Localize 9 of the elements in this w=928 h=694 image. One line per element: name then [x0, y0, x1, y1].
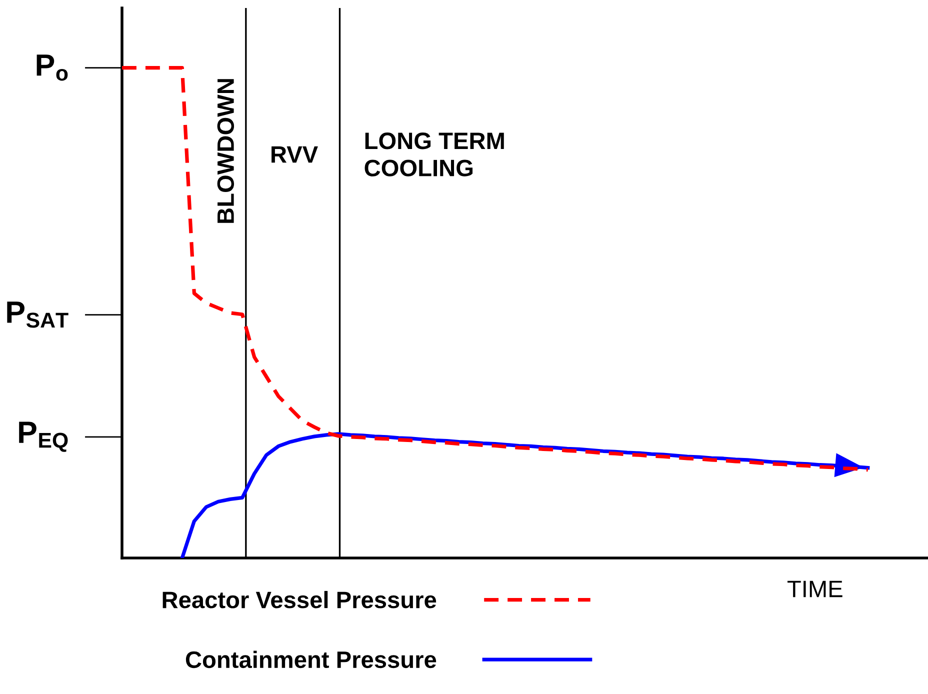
annotation: BLOWDOWN	[217, 79, 234, 223]
annotation: RVV	[272, 146, 318, 163]
legend-label: Containment Pressure	[186, 650, 436, 668]
x-axis-title: TIME	[787, 580, 842, 598]
annotation: LONG TERM COOLING	[364, 132, 504, 176]
ref-line-label: P$_{SAT}$	[7, 302, 68, 328]
ref-line-label: P$_{o}$	[36, 54, 68, 81]
legend-label: Reactor Vessel Pressure	[162, 590, 436, 608]
ref-line-label: P$_{EQ}$	[19, 422, 68, 452]
